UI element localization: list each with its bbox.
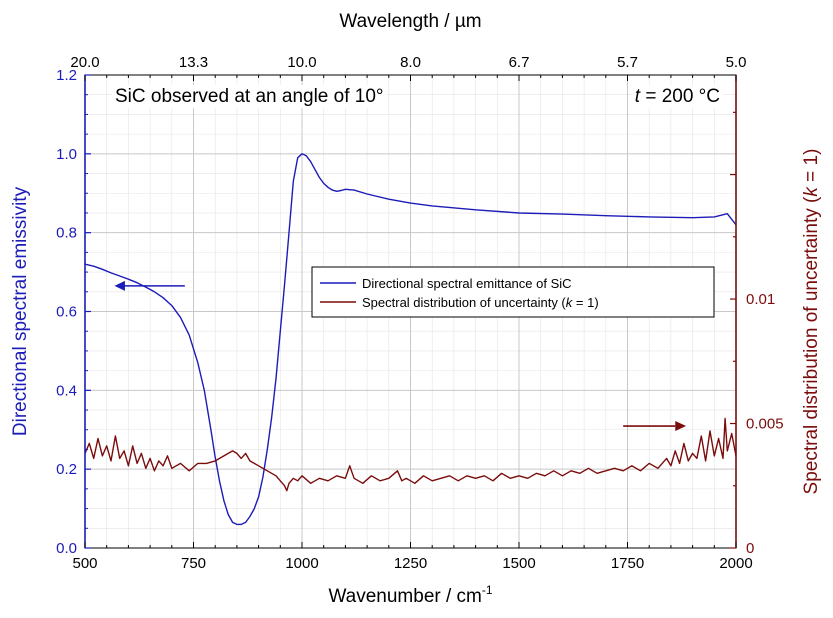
annotation-temperature: t = 200 °C — [635, 86, 720, 107]
uncertainty-series-line — [84, 417, 737, 492]
axis-arrows — [114, 280, 687, 432]
y-tick-label: 0.6 — [56, 304, 77, 321]
x-tick-label: 1250 — [394, 555, 427, 572]
legend-entry-var: k — [566, 295, 574, 310]
annotation-sample: SiC observed at an angle of 10° — [115, 86, 384, 107]
right-axis-title-var: k — [801, 186, 822, 197]
x2-tick-label: 5.7 — [617, 54, 638, 71]
right-axis-title-pre: Spectral distribution of uncertainty ( — [801, 196, 822, 494]
right-axis-title: Spectral distribution of uncertainty (k … — [801, 149, 822, 495]
annotation-background — [112, 85, 387, 108]
x2-tick-label: 20.0 — [70, 54, 99, 71]
y-tick-label: 0.4 — [56, 382, 77, 399]
series-layer — [84, 153, 737, 526]
bottom-axis-title-main: Wavenumber / cm — [328, 586, 481, 607]
left-axis-arrow-head — [114, 280, 125, 291]
x-tick-label: 1500 — [502, 555, 535, 572]
x2-tick-label: 8.0 — [400, 54, 421, 71]
x-tick-label: 1750 — [611, 555, 644, 572]
legend: Directional spectral emittance of SiC Spe… — [311, 266, 715, 318]
y2-tick-label: 0.005 — [746, 416, 784, 433]
legend-entry-suffix: = 1) — [572, 295, 598, 310]
y-tick-label: 0.8 — [56, 225, 77, 242]
legend-box — [311, 266, 715, 318]
x2-tick-label: 10.0 — [287, 54, 316, 71]
legend-entry-text: Spectral distribution of uncertainty ( — [362, 295, 566, 310]
right-axis-arrow-head — [675, 421, 687, 432]
y-tick-label: 0.0 — [56, 540, 77, 557]
left-axis-title: Directional spectral emissivity — [10, 186, 31, 436]
x2-tick-label: 5.0 — [726, 54, 747, 71]
top-axis-title: Wavelength / µm — [339, 11, 481, 32]
right-axis-title-post: = 1) — [801, 149, 822, 188]
legend-entry-label: Directional spectral emittance of SiC — [362, 276, 572, 291]
y-tick-label: 0.2 — [56, 461, 77, 478]
legend-entry-text: Directional spectral emittance of SiC — [362, 276, 572, 291]
annotation-temperature-value: = 200 °C — [640, 86, 720, 107]
emissivity-series-line — [84, 153, 737, 526]
x2-tick-label: 6.7 — [509, 54, 530, 71]
x-tick-label: 750 — [181, 555, 206, 572]
y2-tick-label: 0.01 — [746, 291, 775, 308]
x2-tick-label: 13.3 — [179, 54, 208, 71]
y-tick-label: 1.0 — [56, 146, 77, 163]
x-tick-label: 1000 — [285, 555, 318, 572]
annotation-temperature-var: t — [635, 86, 641, 107]
axes: 500 20.0 750 13.3 1000 10.0 1250 8.0 1500 6.7 1750… — [56, 54, 783, 572]
y-tick-label: 1.2 — [56, 67, 77, 84]
bottom-axis-title-sup: -1 — [482, 583, 493, 597]
legend-entry-label: Spectral distribution of uncertainty (k … — [362, 295, 599, 310]
y2-tick-label: 0 — [746, 540, 754, 557]
annotation-temperature-background — [631, 85, 723, 108]
bottom-axis-title: Wavenumber / cm-1 — [328, 583, 492, 607]
x-tick-label: 2000 — [719, 555, 752, 572]
x-tick-label: 500 — [72, 555, 97, 572]
